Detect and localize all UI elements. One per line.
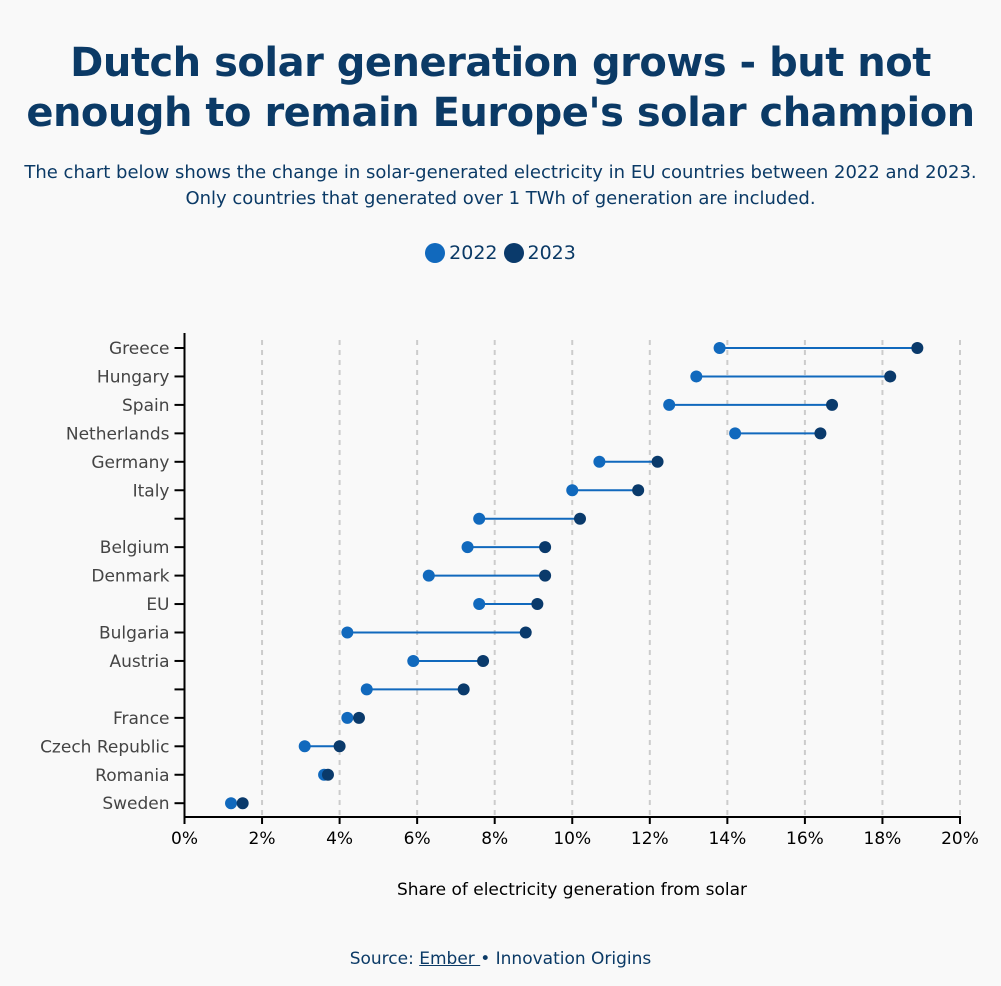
legend-label-2023: 2023 <box>527 242 576 264</box>
y-axis-labels: Greece Hungary Spain Netherlands Germany Ital… <box>40 339 170 814</box>
point-2022 <box>407 654 420 667</box>
y-tick-label: Netherlands <box>66 424 170 444</box>
x-tick-label: 18% <box>864 829 902 849</box>
y-tick-label: Germany <box>91 453 169 473</box>
x-axis-title: Share of electricity generation from sol… <box>397 880 747 900</box>
point-2022 <box>566 484 579 497</box>
point-2023 <box>236 797 249 810</box>
x-tick-label: 2% <box>249 829 276 849</box>
point-2023 <box>539 541 552 554</box>
point-2023 <box>814 427 827 440</box>
point-2023 <box>457 683 470 696</box>
point-2022 <box>690 370 703 383</box>
chart-title: Dutch solar generation grows - but not e… <box>26 40 975 136</box>
y-tick-label: Italy <box>133 481 170 501</box>
y-tick-label: Austria <box>109 652 169 672</box>
point-2023 <box>911 342 924 354</box>
point-2022 <box>713 342 726 354</box>
axes <box>174 333 961 824</box>
y-tick-label: Denmark <box>91 567 169 587</box>
x-tick-label: 16% <box>786 829 824 849</box>
y-tick-label: France <box>113 709 170 729</box>
legend-label-2022: 2022 <box>449 242 498 264</box>
source-link-ember[interactable]: Ember <box>419 949 481 969</box>
legend-item-2022[interactable]: 2022 <box>425 242 498 264</box>
y-tick-label: Sweden <box>102 794 169 814</box>
point-2022 <box>341 711 354 724</box>
x-tick-label: 20% <box>941 829 979 849</box>
x-tick-label: 0% <box>171 829 198 849</box>
point-2023 <box>651 455 664 468</box>
point-2023 <box>519 626 532 639</box>
point-2023 <box>539 569 552 582</box>
point-2022 <box>593 455 606 468</box>
legend-item-2023[interactable]: 2023 <box>503 242 576 264</box>
point-2022 <box>225 797 238 810</box>
point-2022 <box>473 512 486 525</box>
y-tick-label: Romania <box>95 766 169 786</box>
y-tick-label: Spain <box>122 396 170 416</box>
chart-subtitle: The chart below shows the change in sola… <box>24 162 977 209</box>
y-tick-label: Greece <box>109 339 170 359</box>
point-2023 <box>477 654 490 667</box>
point-2023 <box>632 484 645 497</box>
source-separator: • <box>480 949 491 969</box>
point-2023 <box>333 740 346 753</box>
point-2022 <box>729 427 742 440</box>
x-tick-label: 6% <box>404 829 431 849</box>
point-2023 <box>531 598 544 611</box>
x-tick-label: 10% <box>553 829 591 849</box>
y-tick-label: Hungary <box>97 367 170 387</box>
y-tick-label: Belgium <box>100 538 170 558</box>
publisher-name: Innovation Origins <box>495 949 652 969</box>
connectors <box>231 347 918 805</box>
legend-swatch-2023 <box>503 243 524 263</box>
y-tick-label: Bulgaria <box>99 624 170 644</box>
x-tick-label: 12% <box>631 829 669 849</box>
point-2022 <box>473 598 486 611</box>
point-2022 <box>341 626 354 639</box>
data-points <box>225 342 924 810</box>
point-2023 <box>884 370 897 383</box>
legend: 2022 2023 <box>0 242 1001 264</box>
point-2022 <box>461 541 474 554</box>
point-2022 <box>298 740 311 753</box>
x-tick-label: 4% <box>326 829 353 849</box>
source-line: Source: Ember • Innovation Origins <box>0 949 1001 969</box>
source-prefix: Source: <box>349 949 420 969</box>
y-tick-label: EU <box>146 595 169 615</box>
gridlines <box>261 340 961 817</box>
point-2022 <box>422 569 435 582</box>
point-2023 <box>826 398 839 411</box>
point-2023 <box>321 768 334 781</box>
point-2023 <box>352 711 365 724</box>
point-2022 <box>360 683 373 696</box>
x-tick-label: 8% <box>481 829 508 849</box>
x-axis-tick-labels: 0% 2% 4% 6% 8% 10% 12% 14% 16% 18% 20% <box>171 829 979 849</box>
legend-swatch-2022 <box>425 243 446 263</box>
y-tick-label: Czech Republic <box>40 737 169 757</box>
point-2022 <box>663 398 676 411</box>
point-2023 <box>574 512 587 525</box>
x-tick-label: 14% <box>708 829 746 849</box>
